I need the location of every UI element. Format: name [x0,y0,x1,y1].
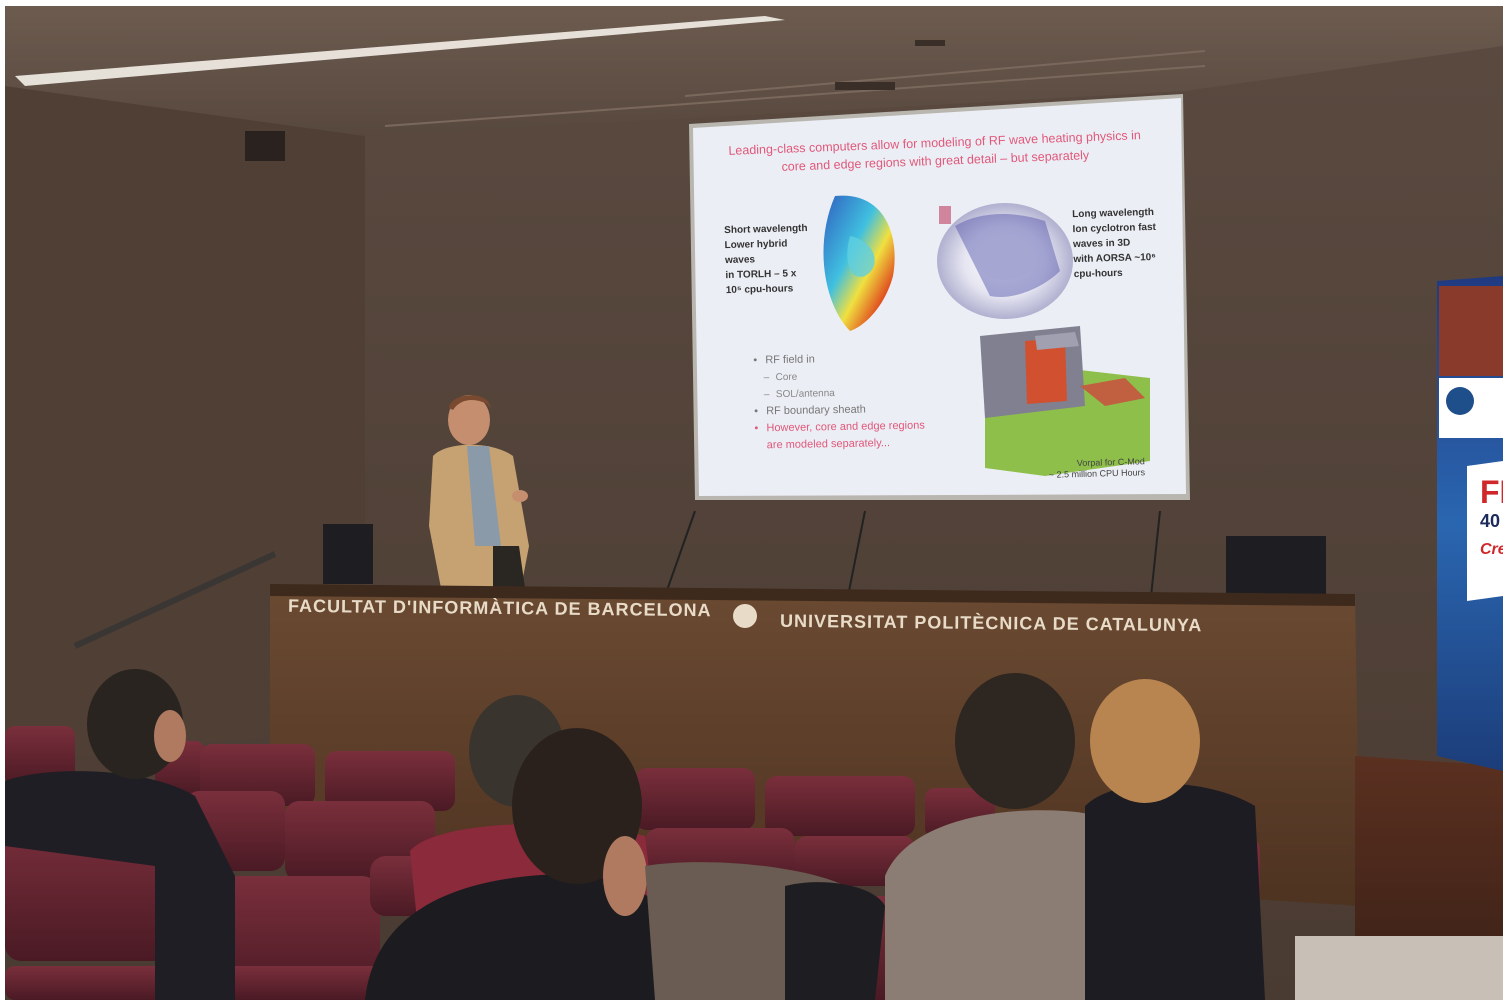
left-caption-line: 10⁵ cpu-hours [725,283,794,297]
slide-bullets: RF field in Core SOL/antenna RF boundary… [749,349,931,454]
right-caption: Long wavelength Ion cyclotron fast waves… [1072,205,1157,282]
lecture-photo: Leading-class computers allow for modeli… [5,6,1503,1000]
banner-number-text: 40 a [1480,511,1503,531]
cmod-note: Vorpal for C-Mod ~ 2.5 million CPU Hours [1015,456,1146,481]
bullet-however: However, core and edge regions are model… [750,417,931,454]
right-caption-line: with AORSA ~10⁶ [1073,251,1157,266]
left-caption: Short wavelength Lower hybrid waves in T… [724,221,809,298]
podium-text-faculty: FACULTAT D'INFORMÀTICA DE BARCELONA [287,595,712,621]
right-caption-line: Ion cyclotron fast [1072,221,1157,236]
banner-script-text: Cre [1480,541,1503,558]
left-caption-line: in TORLH – 5 x [725,268,797,282]
left-caption-line: Short wavelength [724,222,808,237]
banner-big-text: FI [1480,474,1503,510]
podium-text-university: UNIVERSITAT POLITÈCNICA DE CATALUNYA [779,610,1203,636]
right-caption-line: cpu-hours [1073,267,1123,281]
